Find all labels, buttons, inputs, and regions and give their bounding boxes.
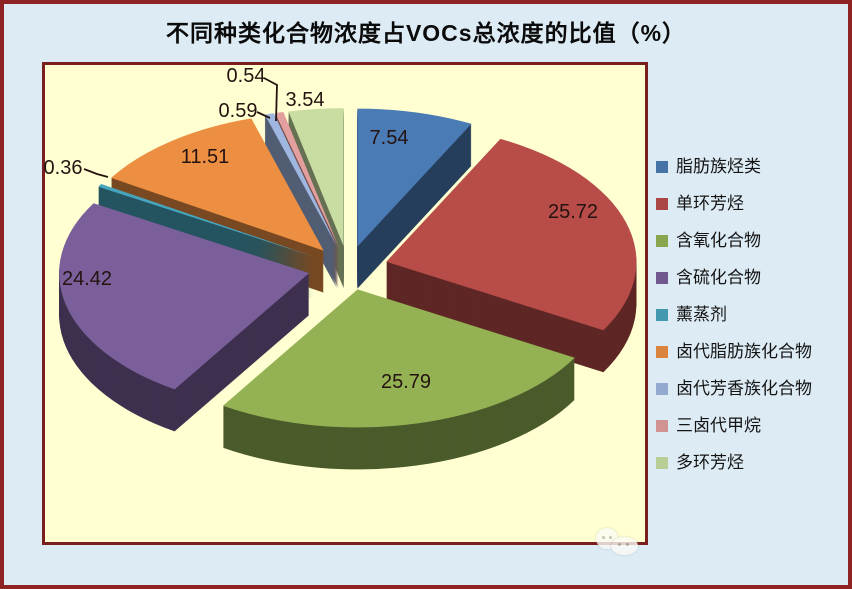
watermark-face-icon [611, 537, 638, 555]
chart-title: 不同种类化合物浓度占VOCs总浓度的比值（%） [165, 20, 687, 46]
legend-item: 脂肪族烃类 [656, 148, 812, 185]
legend: 脂肪族烃类单环芳烃含氧化合物含硫化合物薰蒸剂卤代脂肪族化合物 卤代芳香族化合物 三卤… [656, 148, 812, 481]
slice-value-label: 25.72 [548, 201, 598, 223]
slice-value-label: 0.54 [227, 65, 266, 87]
legend-label: 含氧化合物 [676, 231, 761, 250]
legend-label: 脂肪族烃类 [676, 157, 761, 176]
pie-slice-脂肪族烃类 [357, 108, 472, 289]
legend-label: 单环芳烃 [676, 194, 744, 213]
legend-item: 三卤代甲烷 [656, 407, 812, 444]
watermark-faces [594, 526, 646, 560]
legend-label: 多环芳烃 [676, 453, 744, 472]
slice-value-label: 11.51 [181, 146, 230, 168]
pie-slice-含氧化合物 [223, 289, 575, 470]
legend-swatch-icon [656, 419, 668, 432]
pie-slice-含硫化合物 [59, 203, 310, 432]
legend-swatch-icon [656, 456, 668, 469]
legend-item: 含硫化合物 [656, 259, 812, 296]
slice-value-label: 0.59 [219, 100, 258, 122]
legend-swatch-icon [656, 160, 668, 173]
pie-slice-单环芳烃 [386, 138, 637, 373]
legend-swatch-icon [656, 271, 668, 284]
slice-value-label: 24.42 [62, 268, 112, 290]
slice-value-label: 25.79 [381, 371, 431, 393]
label-leader-line [256, 111, 271, 119]
label-leader-line [263, 77, 278, 122]
legend-swatch-icon [656, 308, 668, 321]
pie-slice-卤代脂肪族化合物 [111, 118, 324, 293]
legend-label: 卤代脂肪族化合物 [676, 342, 812, 361]
legend-label: 三卤代甲烷 [676, 416, 761, 435]
slice-value-label: 0.36 [44, 157, 83, 179]
legend-swatch-icon [656, 234, 668, 247]
legend-item: 含氧化合物 [656, 222, 812, 259]
slice-value-label: 3.54 [286, 89, 325, 111]
slice-value-label: 7.54 [370, 127, 409, 149]
legend-label: 卤代芳香族化合物 [676, 379, 812, 398]
legend-item: 薰蒸剂 [656, 296, 812, 333]
legend-item: 卤代脂肪族化合物 [656, 333, 812, 370]
legend-label: 薰蒸剂 [676, 305, 727, 324]
legend-swatch-icon [656, 345, 668, 358]
label-leader-line [83, 168, 109, 178]
legend-item: 单环芳烃 [656, 185, 812, 222]
legend-label: 含硫化合物 [676, 268, 761, 287]
legend-item: 多环芳烃 [656, 444, 812, 481]
legend-item: 卤代芳香族化合物 [656, 370, 812, 407]
legend-swatch-icon [656, 382, 668, 395]
legend-swatch-icon [656, 197, 668, 210]
